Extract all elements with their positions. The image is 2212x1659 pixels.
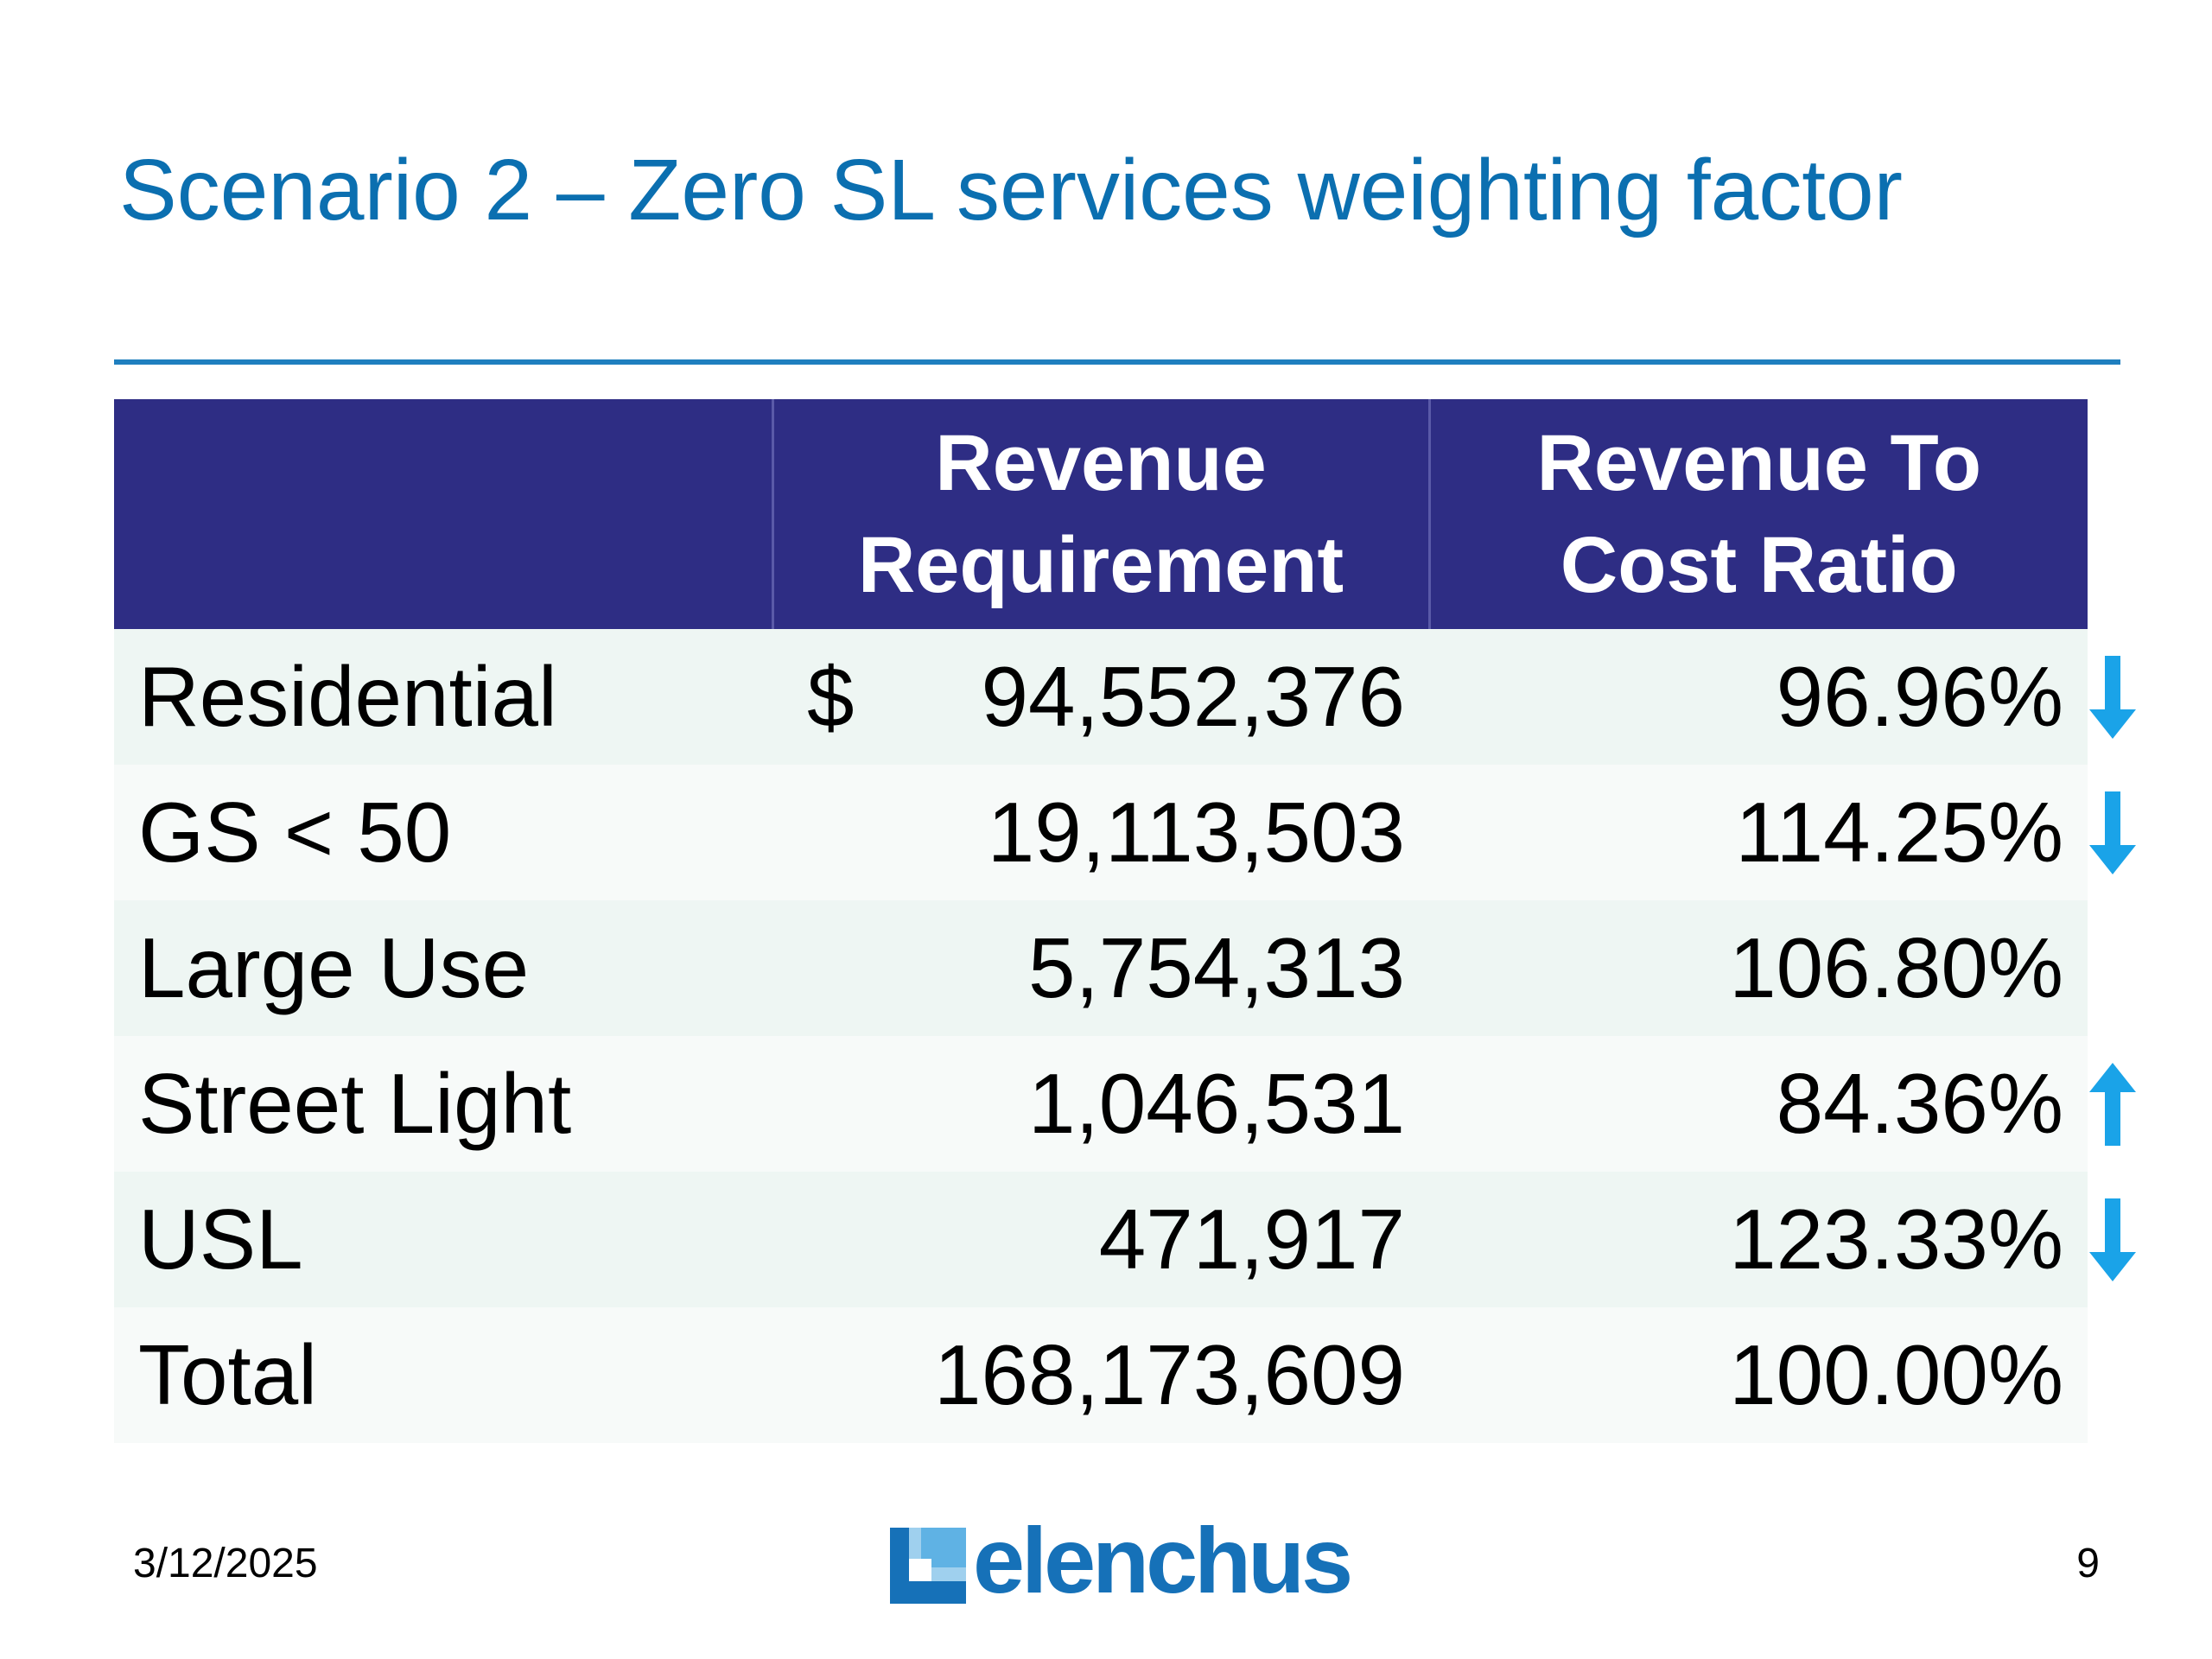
revenue-requirement-cell: $94,552,376	[772, 629, 1478, 765]
row-label: Large Use	[114, 900, 772, 1036]
revenue-requirement-cell: 168,173,609	[772, 1307, 1429, 1443]
arrow-down-icon	[2089, 1198, 2136, 1281]
table-row: Residential $94,552,376 96.96%	[114, 629, 2136, 765]
revenue-to-cost-ratio-value: 100.00%	[1729, 1327, 2063, 1422]
revenue-to-cost-ratio-value: 123.33%	[1729, 1192, 2063, 1287]
table-row: Total 168,173,609 100.00%	[114, 1307, 2088, 1443]
page-number: 9	[2076, 1541, 2100, 1586]
revenue-requirement-value: 5,754,313	[1028, 920, 1405, 1015]
arrow-down-icon	[2089, 655, 2136, 739]
revenue-requirement-value: 94,552,376	[981, 649, 1405, 744]
header-blank	[114, 399, 774, 629]
header-revenue-to-cost-line2: Cost Ratio	[1560, 521, 1958, 609]
table-body: Residential $94,552,376 96.96% GS < 50 19,11…	[114, 629, 2136, 1443]
header-revenue-requirement-line2: Requirement	[857, 521, 1344, 609]
logo-text: elenchus	[973, 1508, 1353, 1612]
revenue-to-cost-ratio-cell: 84.36%	[1429, 1036, 2136, 1172]
row-label: Residential	[114, 629, 772, 765]
revenue-requirement-cell: 471,917	[772, 1172, 1478, 1307]
revenue-table: Revenue Requirement Revenue To Cost Rati…	[114, 399, 2136, 1443]
revenue-requirement-cell: 1,046,531	[772, 1036, 1478, 1172]
table-header-row: Revenue Requirement Revenue To Cost Rati…	[114, 399, 2088, 629]
table-row: Large Use 5,754,313 106.80%	[114, 900, 2088, 1036]
row-label: GS < 50	[114, 765, 772, 900]
table-row: Street Light 1,046,531 84.36%	[114, 1036, 2136, 1172]
header-revenue-requirement: Revenue Requirement	[772, 399, 1431, 629]
header-revenue-requirement-line1: Revenue	[935, 419, 1267, 507]
revenue-to-cost-ratio-cell: 96.96%	[1429, 629, 2136, 765]
row-label: USL	[114, 1172, 772, 1307]
revenue-to-cost-ratio-value: 106.80%	[1729, 920, 2063, 1015]
revenue-to-cost-ratio-cell: 123.33%	[1429, 1172, 2136, 1307]
revenue-requirement-value: 19,113,503	[987, 785, 1405, 880]
row-label: Total	[114, 1307, 772, 1443]
revenue-requirement-cell: 19,113,503	[772, 765, 1478, 900]
revenue-to-cost-ratio-cell: 100.00%	[1429, 1307, 2088, 1443]
revenue-requirement-value: 1,046,531	[1028, 1056, 1405, 1151]
revenue-requirement-cell: 5,754,313	[772, 900, 1429, 1036]
revenue-to-cost-ratio-value: 114.25%	[1735, 785, 2063, 880]
title-divider	[114, 359, 2120, 365]
elenchus-logo: elenchus	[890, 1508, 1353, 1612]
row-label: Street Light	[114, 1036, 772, 1172]
arrow-down-icon	[2089, 791, 2136, 874]
revenue-requirement-value: 168,173,609	[934, 1327, 1405, 1422]
currency-symbol: $	[807, 649, 855, 744]
revenue-requirement-value: 471,917	[1098, 1192, 1405, 1287]
revenue-to-cost-ratio-value: 96.96%	[1776, 649, 2063, 744]
revenue-to-cost-ratio-cell: 114.25%	[1429, 765, 2136, 900]
table-row: GS < 50 19,113,503 114.25%	[114, 765, 2136, 900]
table-row: USL 471,917 123.33%	[114, 1172, 2136, 1307]
header-revenue-to-cost-line1: Revenue To	[1536, 419, 1982, 507]
logo-mark-icon	[890, 1528, 966, 1604]
revenue-to-cost-ratio-value: 84.36%	[1776, 1056, 2063, 1151]
header-revenue-to-cost-ratio: Revenue To Cost Ratio	[1429, 399, 2088, 629]
footer-date: 3/12/2025	[133, 1541, 318, 1586]
revenue-to-cost-ratio-cell: 106.80%	[1429, 900, 2088, 1036]
arrow-up-icon	[2089, 1062, 2136, 1146]
slide-title: Scenario 2 – Zero SL services weighting …	[119, 142, 1903, 238]
